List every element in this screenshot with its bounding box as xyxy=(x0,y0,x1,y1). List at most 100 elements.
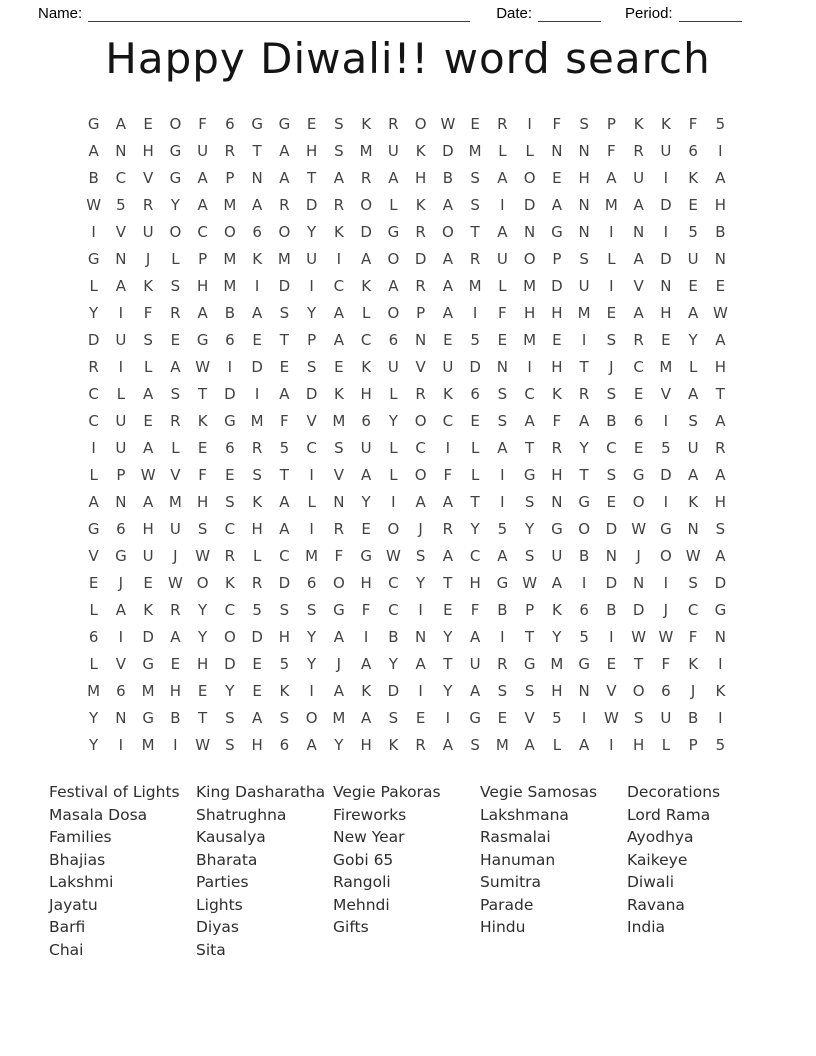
grid-cell: W xyxy=(603,709,619,727)
grid-cell: A xyxy=(497,547,508,565)
grid-cell: I xyxy=(581,574,587,592)
grid-cell: O xyxy=(360,196,373,214)
grid-cell: N xyxy=(115,709,127,727)
grid-cell: I xyxy=(91,223,96,241)
grid-cell: C xyxy=(333,277,345,295)
grid-cell: R xyxy=(251,439,263,457)
grid-cell: F xyxy=(552,115,562,133)
grid-cell: Y xyxy=(89,736,99,754)
word-list-item: Lights xyxy=(196,895,243,914)
grid-cell: E xyxy=(633,439,644,457)
grid-cell: W xyxy=(522,574,538,592)
grid-cell: E xyxy=(143,115,153,133)
grid-cell: R xyxy=(469,250,481,268)
grid-cell: A xyxy=(360,250,372,268)
grid-cell: R xyxy=(415,223,426,241)
grid-cell: A xyxy=(442,547,453,565)
grid-cell: O xyxy=(332,574,345,592)
grid-cell: S xyxy=(497,682,508,700)
grid-cell: T xyxy=(198,385,208,403)
grid-cell: D xyxy=(251,358,263,376)
grid-cell: T xyxy=(470,493,480,511)
grid-cell: A xyxy=(88,493,99,511)
word-list-item: Vegie Samosas xyxy=(480,783,598,801)
grid-cell: 5 xyxy=(715,736,726,754)
grid-cell: B xyxy=(224,304,236,322)
grid-cell: M xyxy=(468,142,482,160)
grid-cell: E xyxy=(606,655,617,673)
grid-cell: S xyxy=(225,493,235,511)
grid-cell: I xyxy=(609,277,614,295)
grid-cell: I xyxy=(500,196,505,214)
grid-cell: S xyxy=(606,385,617,403)
grid-cell: P xyxy=(307,331,317,349)
grid-cell: R xyxy=(633,331,644,349)
grid-cell: Y xyxy=(388,655,398,673)
grid-cell: I xyxy=(309,277,314,295)
grid-cell: W xyxy=(631,628,647,646)
grid-cell: H xyxy=(414,169,427,187)
date-label: Date: xyxy=(496,5,533,22)
grid-cell: A xyxy=(442,196,453,214)
grid-cell: 6 xyxy=(661,682,671,700)
grid-cell: T xyxy=(579,358,589,376)
grid-cell: G xyxy=(278,115,291,133)
grid-cell: F xyxy=(552,412,562,430)
grid-cell: E xyxy=(606,493,617,511)
grid-cell: W xyxy=(167,574,183,592)
grid-cell: A xyxy=(115,115,126,133)
grid-cell: L xyxy=(252,547,262,565)
grid-cell: M xyxy=(223,250,237,268)
grid-cell: M xyxy=(250,412,264,430)
grid-cell: L xyxy=(171,439,180,457)
grid-cell: T xyxy=(279,466,289,484)
grid-cell: D xyxy=(87,331,100,349)
grid-cell: M xyxy=(87,682,101,700)
grid-cell: N xyxy=(578,223,590,241)
grid-cell: M xyxy=(332,709,346,727)
grid-cell: A xyxy=(606,169,617,187)
grid-cell: N xyxy=(251,169,263,187)
word-list-column: King Dasharatha Shatrughna Kausalya Bharata… xyxy=(196,781,333,961)
word-list-item: Sita xyxy=(196,940,226,959)
grid-cell: K xyxy=(551,601,562,619)
grid-cell: L xyxy=(89,601,98,619)
grid-cell: E xyxy=(252,331,262,349)
grid-cell: F xyxy=(470,601,480,619)
grid-cell: W xyxy=(631,520,647,538)
grid-cell: M xyxy=(359,142,373,160)
grid-cell: G xyxy=(523,466,536,484)
grid-cell: I xyxy=(527,358,532,376)
period-label: Period: xyxy=(625,5,673,22)
grid-cell: D xyxy=(714,574,727,592)
grid-cell: G xyxy=(251,115,263,133)
grid-cell: H xyxy=(469,574,481,592)
grid-cell: D xyxy=(142,628,154,646)
period-blank-line xyxy=(678,6,742,22)
grid-cell: E xyxy=(606,304,617,322)
grid-cell: K xyxy=(333,223,344,241)
grid-cell: O xyxy=(414,466,427,484)
grid-cell: I xyxy=(581,709,587,727)
grid-cell: A xyxy=(524,412,535,430)
grid-cell: W xyxy=(140,466,156,484)
grid-cell: M xyxy=(141,682,155,700)
grid-cell: F xyxy=(280,412,289,430)
grid-cell: A xyxy=(360,466,372,484)
grid-cell: N xyxy=(115,142,127,160)
grid-cell: P xyxy=(606,115,616,133)
grid-cell: T xyxy=(279,331,289,349)
grid-cell: Y xyxy=(307,628,317,646)
grid-cell: G xyxy=(169,142,182,160)
grid-cell: H xyxy=(278,628,291,646)
grid-cell: S xyxy=(170,385,181,403)
grid-cell: I xyxy=(500,628,505,646)
grid-cell: D xyxy=(523,196,536,214)
grid-cell: A xyxy=(142,493,154,511)
grid-cell: O xyxy=(223,628,236,646)
grid-cell: I xyxy=(581,331,587,349)
grid-cell: A xyxy=(360,655,372,673)
grid-cell: N xyxy=(524,223,536,241)
grid-cell: L xyxy=(116,385,126,403)
grid-cell: S xyxy=(225,736,235,754)
